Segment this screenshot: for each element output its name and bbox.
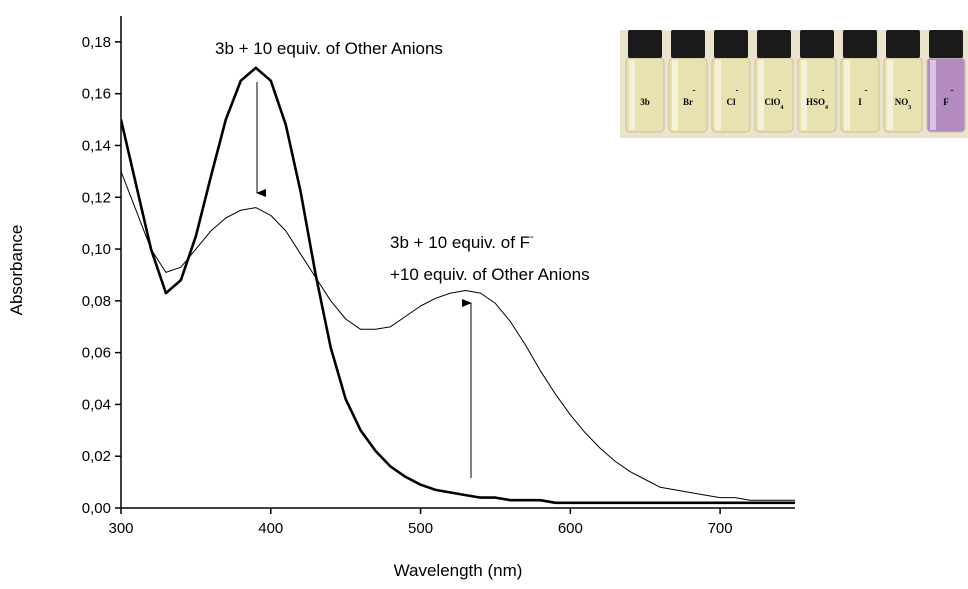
vial-name: HSO <box>806 97 825 107</box>
vial-cap <box>757 30 791 58</box>
annotation-sup: - <box>530 231 534 243</box>
y-tick-label: 0,16 <box>82 86 111 103</box>
vial-cap <box>628 30 662 58</box>
annotation-text: 3b + 10 equiv. of Other Anions <box>215 39 443 58</box>
spectrum-line <box>121 66 795 505</box>
vial-charge: - <box>736 85 739 95</box>
x-tick-label: 600 <box>558 520 583 537</box>
vial-glass <box>715 60 721 130</box>
vial-glass <box>672 60 678 130</box>
annotation: +10 equiv. of Other Anions <box>390 265 590 284</box>
spectrum-line <box>121 171 795 501</box>
x-tick-label: 700 <box>708 520 733 537</box>
y-tick-label: 0,12 <box>82 189 111 206</box>
vial-cap <box>714 30 748 58</box>
vial-name: I <box>858 97 862 107</box>
annotation: 3b + 10 equiv. of Other Anions <box>215 39 443 58</box>
vial-name: F <box>943 97 949 107</box>
vial-glass <box>887 60 893 130</box>
vial-glass <box>930 60 936 130</box>
vial-name: 3b <box>640 97 650 107</box>
vials-photo: 3b Br-Cl-ClO4-HSO4-I-NO3-F- <box>620 30 968 138</box>
annotation-text: 3b + 10 equiv. of F <box>390 233 530 252</box>
vial-cap <box>800 30 834 58</box>
vial-cap <box>671 30 705 58</box>
vial-label: Cl <box>727 97 736 107</box>
vial-charge: - <box>951 85 954 95</box>
vial-label: F <box>943 97 949 107</box>
x-tick-label: 300 <box>108 520 133 537</box>
vial-glass <box>629 60 635 130</box>
vial-label: I <box>858 97 862 107</box>
annotation-text: +10 equiv. of Other Anions <box>390 265 590 284</box>
x-tick-label: 500 <box>408 520 433 537</box>
vial-name: ClO <box>764 97 780 107</box>
vial-name: Br <box>683 97 693 107</box>
x-axis-title: Wavelength (nm) <box>394 561 523 580</box>
annotation: 3b + 10 equiv. of F- <box>390 231 534 252</box>
vial-glass <box>758 60 764 130</box>
vial-label: Br <box>683 97 693 107</box>
vial-charge: - <box>908 85 911 95</box>
vial-name: NO <box>895 97 909 107</box>
x-tick-label: 400 <box>258 520 283 537</box>
y-tick-label: 0,00 <box>82 500 111 517</box>
vial-name: Cl <box>727 97 736 107</box>
vial-label: ClO4 <box>764 97 783 111</box>
y-tick-label: 0,08 <box>82 293 111 310</box>
vial-cap <box>843 30 877 58</box>
y-tick-label: 0,02 <box>82 448 111 465</box>
vial-charge: - <box>822 85 825 95</box>
vial-label: HSO4 <box>806 97 828 111</box>
vial-cap <box>929 30 963 58</box>
vial-charge: - <box>693 85 696 95</box>
vial-glass <box>844 60 850 130</box>
vial-charge: - <box>779 85 782 95</box>
y-tick-label: 0,14 <box>82 137 111 154</box>
y-tick-label: 0,10 <box>82 241 111 258</box>
vial-sub: 3 <box>908 105 911 111</box>
y-tick-label: 0,18 <box>82 34 111 51</box>
y-axis-title: Absorbance <box>7 225 26 316</box>
y-tick-label: 0,04 <box>82 396 111 413</box>
vial-cap <box>886 30 920 58</box>
vial-glass <box>801 60 807 130</box>
y-tick-label: 0,06 <box>82 345 111 362</box>
vial-label: NO3 <box>895 97 912 111</box>
vial-label: 3b <box>640 97 650 107</box>
vial-charge: - <box>865 85 868 95</box>
vial-sub: 4 <box>781 105 784 111</box>
vial-sub: 4 <box>825 105 828 111</box>
